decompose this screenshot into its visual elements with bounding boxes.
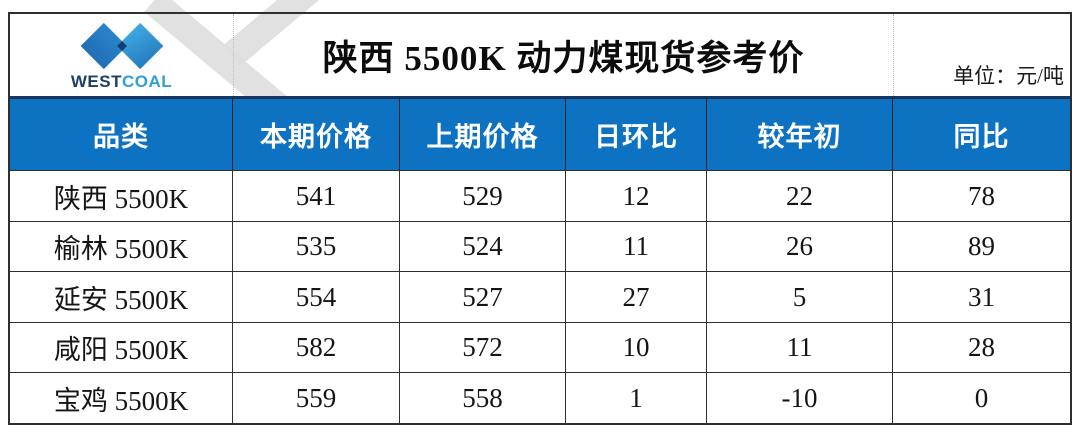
title-band: WESTCOAL 陕西 5500K 动力煤现货参考价 单位：元/吨 — [10, 14, 1070, 97]
unit-cell: 单位：元/吨 — [893, 14, 1070, 97]
brand-west: WEST — [70, 71, 122, 91]
cell-daily-change: 10 — [566, 322, 707, 373]
unit-label: 单位：元/吨 — [953, 64, 1064, 89]
column-header-previous-price: 上期价格 — [400, 99, 566, 171]
table-row: 榆林 5500K 535 524 11 26 89 — [10, 220, 1070, 272]
column-header-yoy-change: 同比 — [953, 122, 1010, 153]
table-row: 咸阳 5500K 582 572 10 11 28 — [10, 321, 1070, 373]
cell-current-price: 582 — [233, 322, 400, 373]
cell-daily-change: 12 — [566, 171, 707, 221]
column-header-daily-change: 日环比 — [566, 99, 707, 171]
column-header-ytd-change: 较年初 — [707, 99, 893, 171]
cell-ytd-change: 22 — [707, 171, 893, 221]
cell-previous-price: 558 — [400, 373, 566, 423]
brand-coal: COAL — [121, 71, 173, 91]
cell-previous-price: 524 — [400, 221, 566, 272]
cell-ytd-change: 11 — [707, 322, 893, 373]
cell-previous-price: 572 — [400, 322, 566, 373]
table-row: 陕西 5500K 541 529 12 22 78 — [10, 170, 1070, 221]
cell-previous-price: 527 — [400, 272, 566, 322]
cell-yoy-change: 31 — [968, 281, 995, 312]
table-frame: WESTCOAL 陕西 5500K 动力煤现货参考价 单位：元/吨 品类 本期价… — [8, 12, 1072, 425]
cell-daily-change: 11 — [566, 221, 707, 272]
cell-current-price: 535 — [233, 221, 400, 272]
brand-wordmark: WESTCOAL — [71, 73, 172, 90]
cell-daily-change: 27 — [566, 272, 707, 322]
cell-previous-price: 529 — [400, 171, 566, 221]
column-header-category: 品类 — [10, 99, 233, 171]
column-header-current-price: 本期价格 — [233, 99, 400, 171]
table-header-row: 品类 本期价格 上期价格 日环比 较年初 同比 — [10, 96, 1070, 171]
cell-ytd-change: -10 — [707, 373, 893, 423]
table-row: 宝鸡 5500K 559 558 1 -10 0 — [10, 372, 1070, 423]
cell-category: 咸阳 5500K — [10, 322, 233, 373]
cell-ytd-change: 5 — [707, 272, 893, 322]
cell-category: 榆林 5500K — [10, 221, 233, 272]
cell-category: 陕西 5500K — [10, 171, 233, 221]
cell-current-price: 541 — [233, 171, 400, 221]
cell-yoy-change: 89 — [968, 231, 995, 262]
cell-category: 延安 5500K — [10, 272, 233, 322]
westcoal-logo-mark — [80, 22, 163, 69]
cell-yoy-change: 78 — [968, 180, 995, 211]
westcoal-logo: WESTCOAL — [10, 14, 233, 96]
cell-yoy-change: 0 — [974, 382, 989, 413]
cell-current-price: 554 — [233, 272, 400, 322]
page-title: 陕西 5500K 动力煤现货参考价 — [322, 38, 805, 78]
cell-category: 宝鸡 5500K — [10, 373, 233, 423]
cell-current-price: 559 — [233, 373, 400, 423]
table-row: 延安 5500K 554 527 27 5 31 — [10, 271, 1070, 322]
title-cell: 陕西 5500K 动力煤现货参考价 — [233, 14, 893, 97]
cell-yoy-change: 28 — [968, 332, 995, 363]
cell-daily-change: 1 — [566, 373, 707, 423]
cell-ytd-change: 26 — [707, 221, 893, 272]
